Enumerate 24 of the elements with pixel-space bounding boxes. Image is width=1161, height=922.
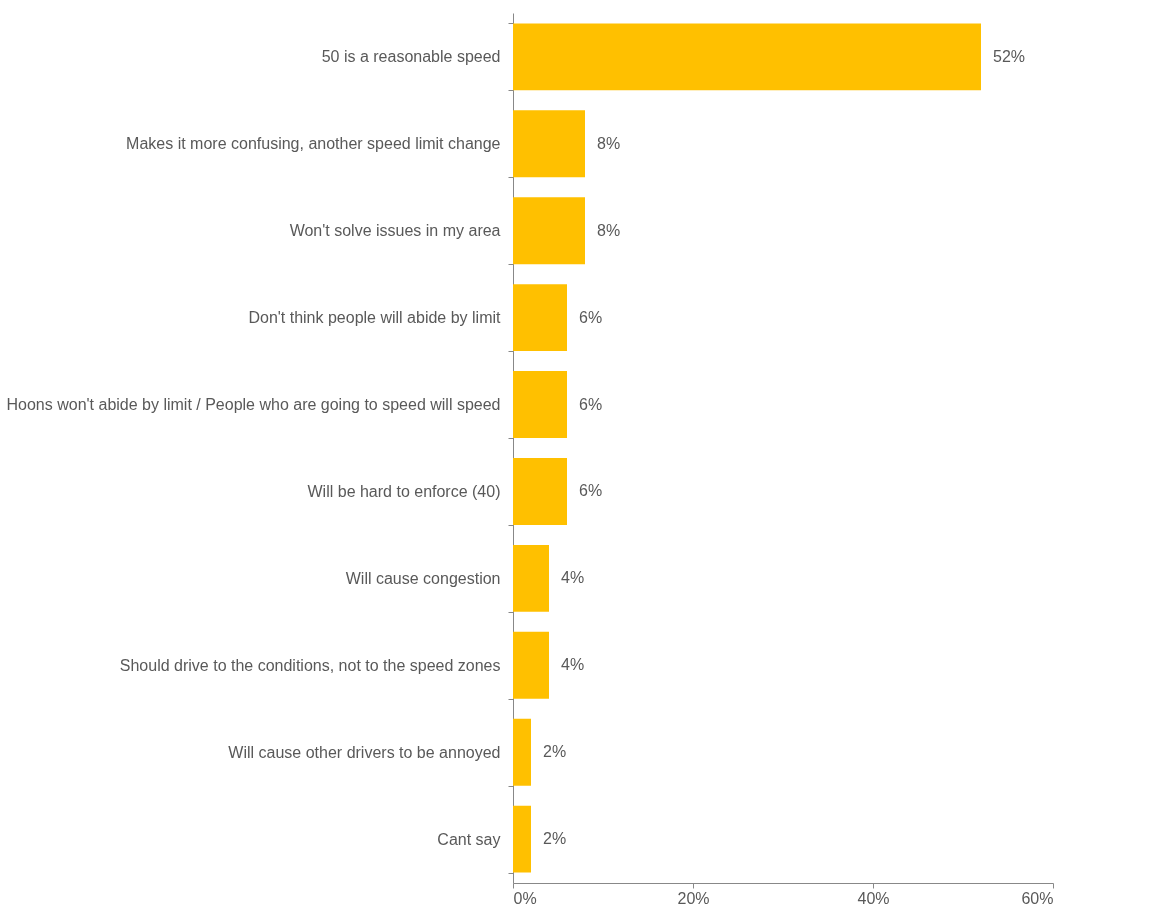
x-tick-label: 40% (857, 889, 890, 907)
y-tick-label: Should drive to the conditions, not to the speed zones (119, 656, 501, 674)
y-tick-label: 50 is a reasonable speed (321, 48, 501, 66)
y-tick-label: Makes it more confusing, another speed limit change (126, 135, 501, 153)
x-tick-label: 0% (513, 889, 537, 907)
data-label: 2% (543, 743, 567, 761)
x-tick-label: 60% (1021, 889, 1054, 907)
y-tick-label: Will cause congestion (345, 569, 501, 587)
data-label: 8% (597, 134, 621, 152)
y-tick-label: Will be hard to enforce (40) (307, 482, 501, 500)
x-tick-label: 20% (677, 889, 710, 907)
data-label: 2% (543, 830, 567, 848)
y-tick-label: Won't solve issues in my area (289, 222, 501, 240)
data-label: 6% (579, 395, 603, 413)
y-tick-label: Cant say (437, 830, 501, 848)
y-tick-label: Hoons won't abide by limit / People who are going to speed will speed (6, 396, 501, 414)
data-label: 4% (561, 656, 585, 674)
y-tick-label: Will cause other drivers to be annoyed (228, 743, 501, 761)
data-label: 6% (579, 308, 603, 326)
data-label: 8% (597, 221, 621, 239)
data-label: 52% (993, 47, 1026, 65)
y-tick-label: Don't think people will abide by limit (248, 309, 502, 327)
data-label: 6% (579, 482, 603, 500)
data-label: 4% (561, 569, 585, 587)
